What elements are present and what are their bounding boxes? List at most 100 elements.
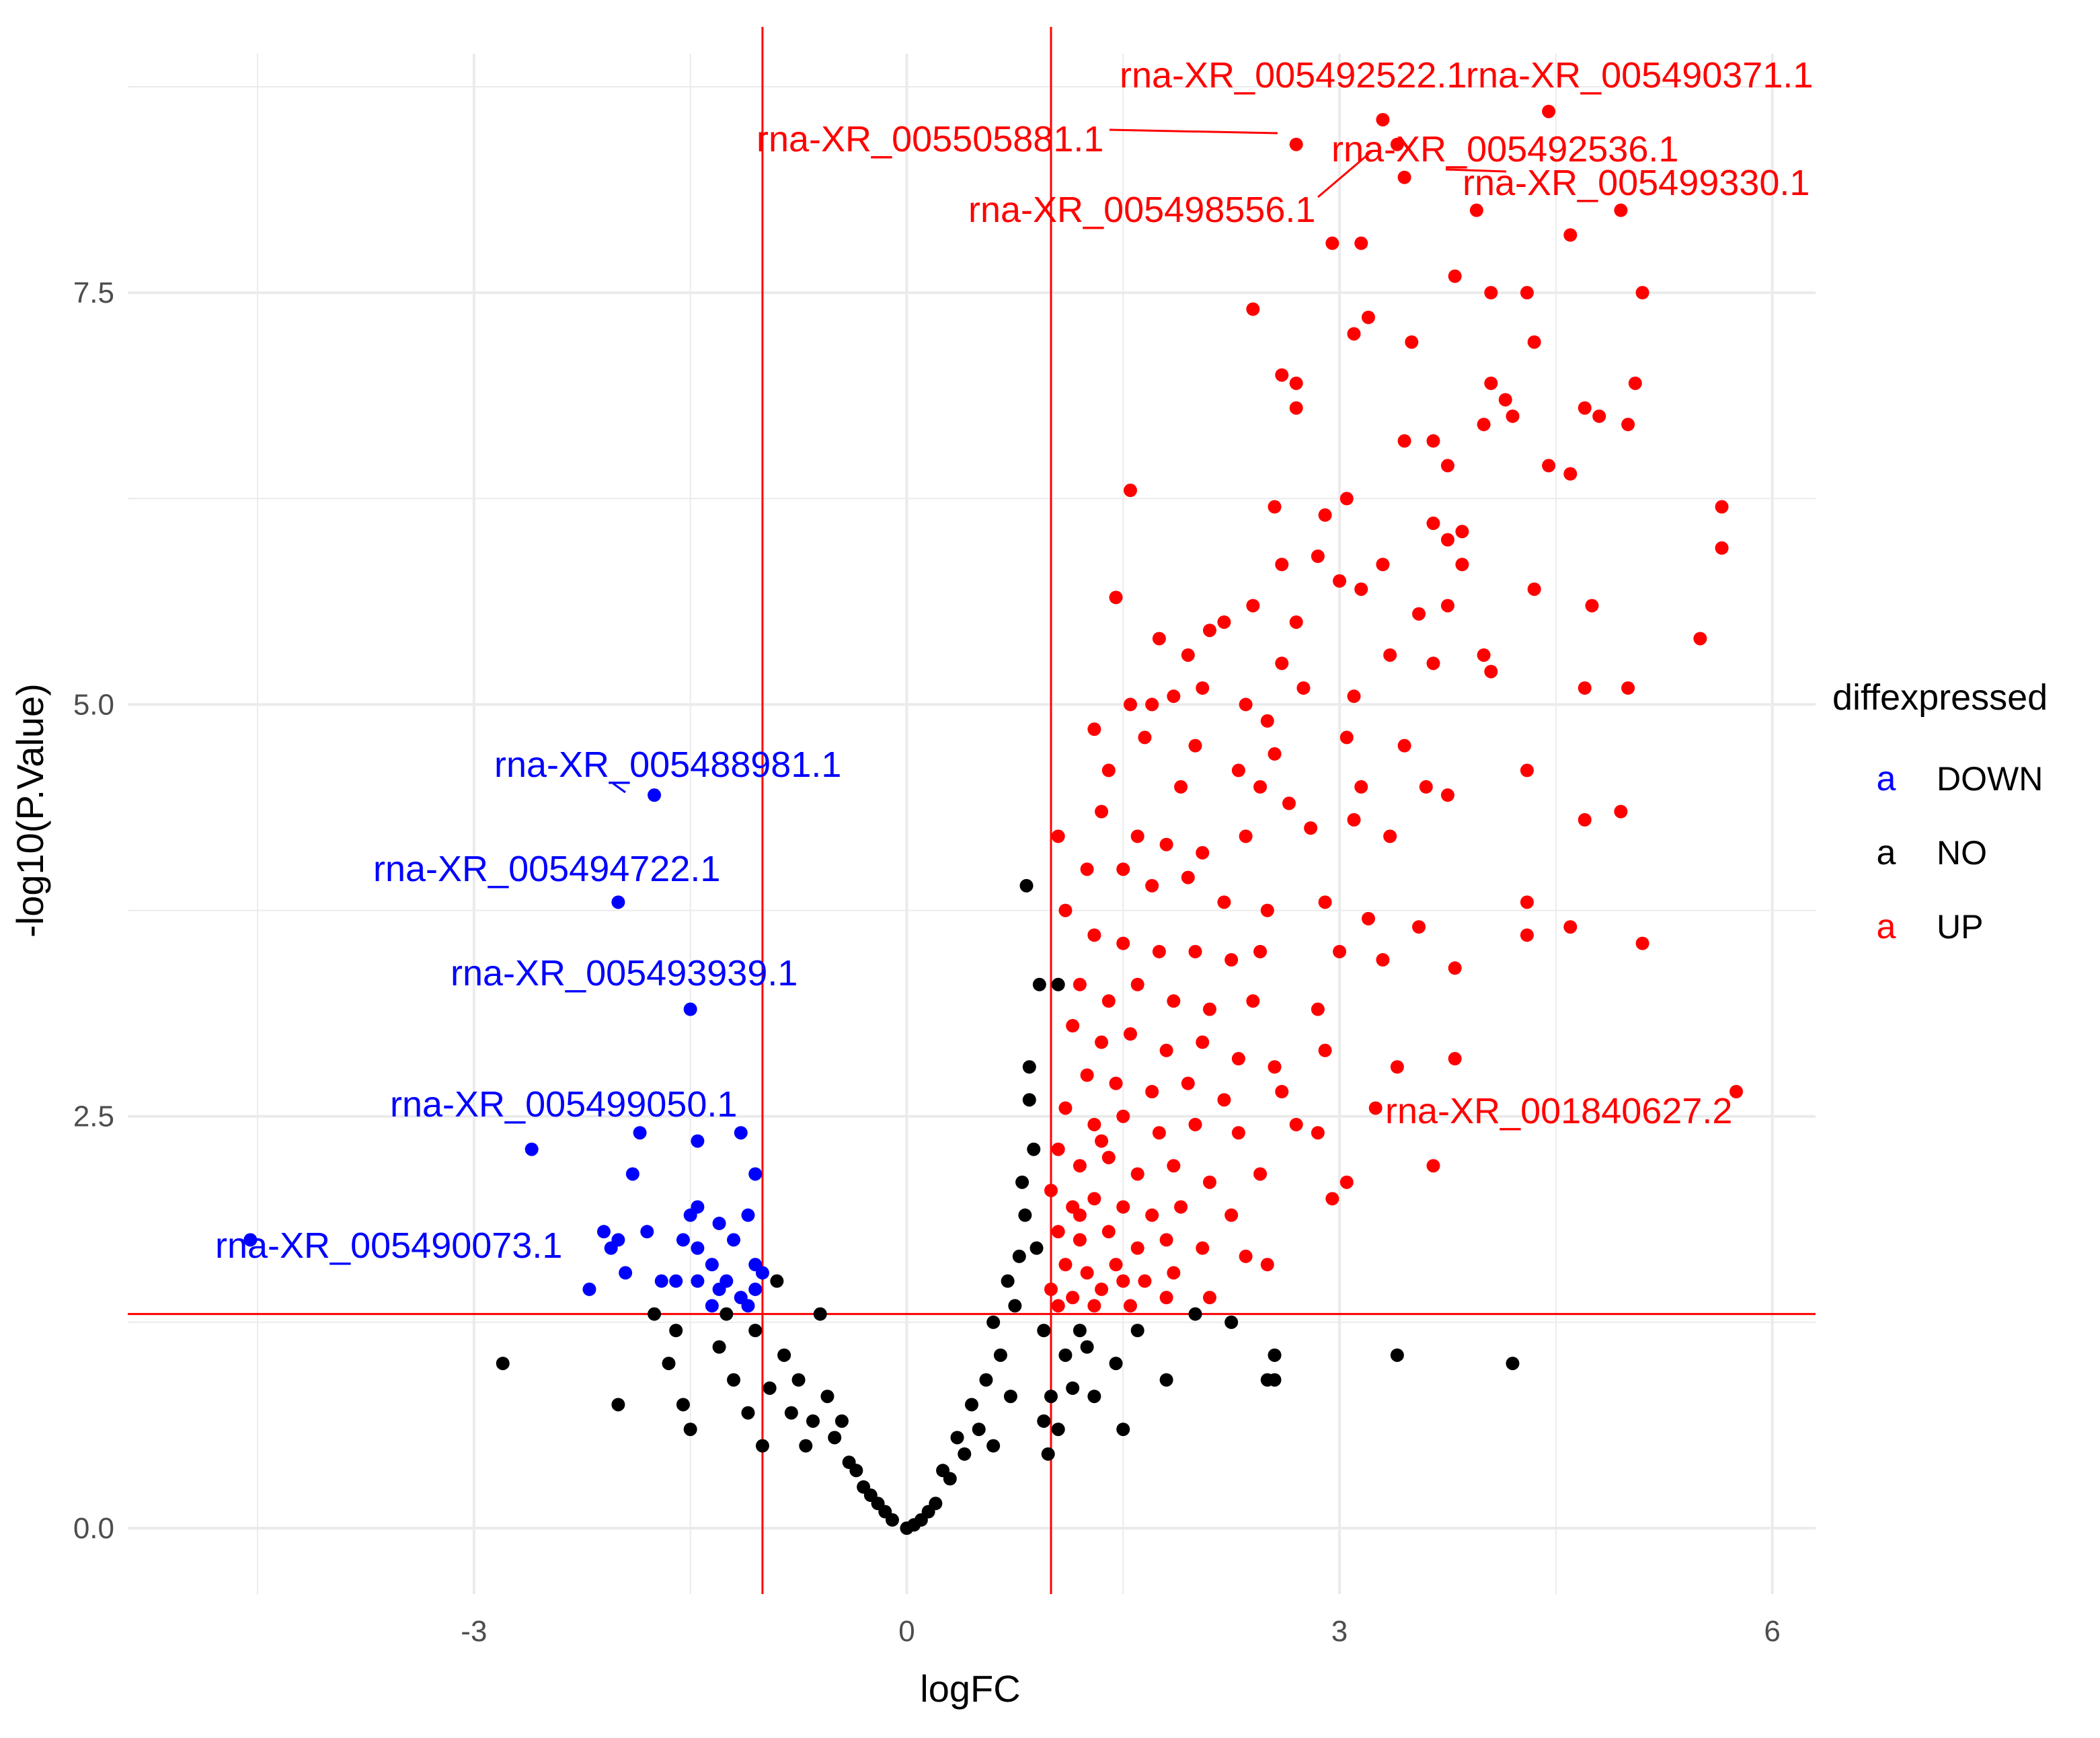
point-up [1188, 944, 1202, 958]
point-up [1361, 911, 1375, 925]
point-up [1282, 796, 1296, 810]
point-no [1001, 1274, 1015, 1288]
point-no [1032, 977, 1046, 991]
point-up [1635, 286, 1649, 300]
point-up [1116, 1200, 1130, 1214]
point-no [820, 1390, 834, 1404]
point-up [1614, 804, 1628, 819]
point-up [1101, 1225, 1116, 1239]
point-up [1253, 1167, 1268, 1181]
point-up [1174, 780, 1188, 794]
point-up [1729, 1084, 1744, 1098]
point-down [648, 788, 662, 802]
point-no [791, 1373, 806, 1387]
point-no [813, 1307, 827, 1321]
point-up [1253, 780, 1268, 794]
point-up [1268, 500, 1282, 514]
point-up [1419, 780, 1433, 794]
point-up [1167, 994, 1181, 1008]
point-up [1440, 788, 1454, 802]
point-up [1087, 1117, 1101, 1131]
point-no [1022, 1060, 1036, 1074]
point-up [1130, 1167, 1144, 1181]
point-up [1217, 615, 1231, 629]
point-up [1159, 1291, 1173, 1305]
point-up [1145, 1208, 1159, 1222]
point-up [1354, 582, 1368, 596]
point-up [1289, 137, 1303, 151]
point-no [936, 1464, 950, 1478]
point-label-leader [613, 782, 626, 794]
point-no [993, 1348, 1007, 1362]
point-down [734, 1126, 748, 1140]
point-no [1027, 1142, 1041, 1156]
point-up [1289, 401, 1303, 415]
point-up [1058, 1258, 1073, 1272]
point-down [691, 1274, 705, 1288]
point-up [1469, 203, 1483, 217]
point-up [1563, 228, 1578, 242]
point-up [1224, 953, 1239, 967]
point-no [806, 1414, 820, 1428]
x-axis-title: logFC [920, 1667, 1020, 1710]
point-up [1412, 607, 1426, 621]
point-up [1440, 459, 1454, 473]
point-up [1152, 944, 1166, 958]
point-up [1181, 870, 1195, 884]
point-down [712, 1216, 726, 1230]
point-no [496, 1357, 510, 1371]
legend-title: diffexpressed [1832, 677, 2048, 718]
point-no [1044, 1390, 1058, 1404]
point-up [1138, 1274, 1152, 1288]
point-no [1159, 1373, 1173, 1387]
point-up [1621, 681, 1635, 695]
point-no [907, 1518, 921, 1532]
x-tick-label: -3 [461, 1615, 487, 1648]
point-up [1239, 697, 1253, 712]
point-no [727, 1373, 741, 1387]
point-up [1051, 1142, 1065, 1156]
point-up [1058, 1101, 1073, 1115]
point-no [1188, 1307, 1202, 1321]
point-up [1196, 1241, 1210, 1255]
point-down [596, 1225, 611, 1239]
point-up [1275, 656, 1289, 671]
point-up [1202, 1291, 1216, 1305]
point-down [683, 1002, 697, 1016]
point-up [1520, 928, 1534, 942]
point-no [1008, 1299, 1022, 1313]
point-no [763, 1381, 777, 1395]
point-down [243, 1233, 258, 1247]
x-tick-labels: -3 0 3 6 [461, 1615, 1781, 1648]
point-up [1339, 730, 1354, 745]
point-up [1058, 903, 1073, 917]
point-up [1188, 1117, 1202, 1131]
point-down [705, 1258, 719, 1272]
point-up [1289, 615, 1303, 629]
point-up [1167, 1159, 1181, 1173]
point-down [625, 1167, 639, 1181]
point-no [921, 1505, 935, 1519]
point-up [1484, 286, 1498, 300]
point-up [1289, 376, 1303, 390]
point-down [604, 1241, 618, 1255]
point-no [958, 1447, 972, 1461]
point-up [1217, 1093, 1231, 1107]
point-up [1275, 1084, 1289, 1098]
point-no [662, 1357, 676, 1371]
point-up [1448, 961, 1462, 975]
point-up [1087, 1299, 1101, 1313]
point-up [1152, 632, 1166, 646]
point-no [1116, 1423, 1130, 1437]
point-up [1109, 1258, 1123, 1272]
point-down [611, 895, 625, 909]
point-no [1003, 1390, 1017, 1404]
point-up [1073, 1208, 1087, 1222]
point-up [1109, 591, 1123, 605]
point-up [1614, 203, 1628, 217]
point-up [1440, 599, 1454, 613]
point-up [1073, 1233, 1087, 1247]
point-down [741, 1299, 755, 1313]
point-up [1628, 376, 1642, 390]
